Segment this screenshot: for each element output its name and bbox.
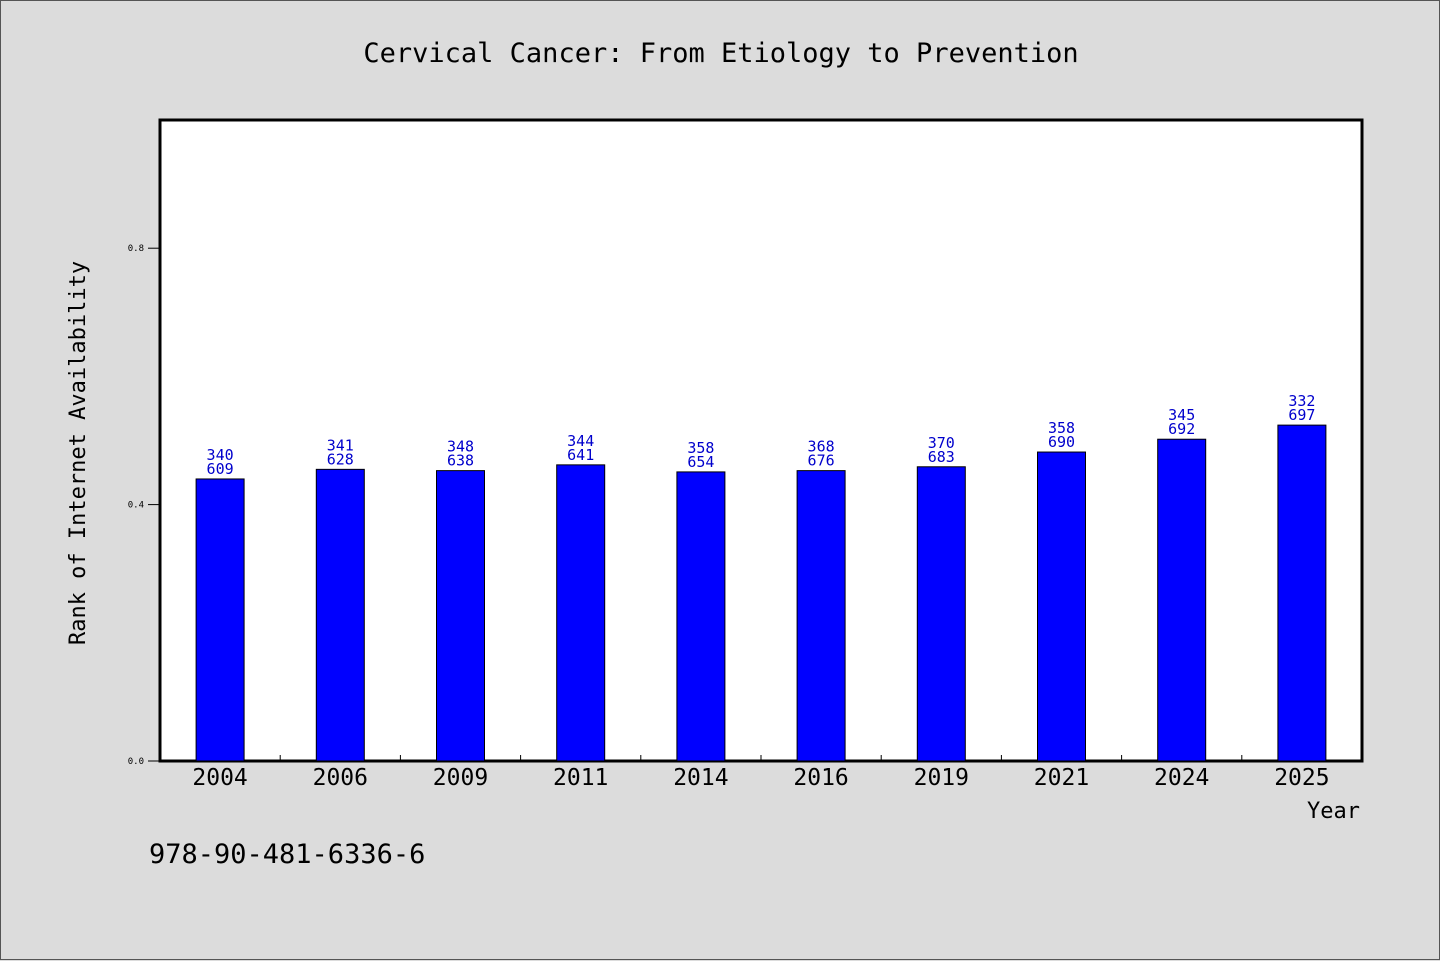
x-tick-label-2011: 2011	[553, 765, 608, 791]
bar-2014	[676, 471, 726, 762]
x-axis-title: Year	[1307, 799, 1360, 824]
bar-label-top-2024: 345	[1168, 406, 1195, 424]
bar-label-bottom-2004: 609	[207, 460, 234, 478]
x-tick-label-2024: 2024	[1154, 765, 1209, 791]
bar-2021	[1037, 451, 1086, 762]
y-axis-title: Rank of Internet Availability	[66, 261, 91, 645]
bar-label-top-2019: 370	[928, 434, 955, 452]
bar-2019	[916, 466, 966, 762]
bar-label-top-2014: 358	[687, 439, 714, 457]
chart-title: Cervical Cancer: From Etiology to Preven…	[363, 38, 1078, 69]
x-tick-label-2016: 2016	[793, 765, 848, 791]
x-tick-label-2004: 2004	[192, 765, 247, 791]
y-tick-label: 0.8	[128, 244, 144, 254]
bar-2004	[195, 478, 245, 762]
isbn-label: 978-90-481-6336-6	[149, 839, 425, 870]
bar-label-top-2025: 332	[1288, 392, 1315, 410]
bar-label-top-2004: 340	[207, 446, 234, 464]
x-tick-label-2025: 2025	[1274, 765, 1329, 791]
bar-label-bottom-2011: 641	[567, 446, 594, 464]
bar-2025	[1277, 424, 1327, 762]
bar-label-bottom-2016: 676	[808, 452, 835, 470]
x-axis: 2004 2006 2009 2011 2014 2016 2019 2021 2024 2025	[192, 755, 1330, 791]
bar-2009	[436, 470, 485, 762]
bar-label-top-2006: 341	[327, 436, 354, 454]
bar-2024	[1157, 438, 1207, 762]
bar-label-bottom-2009: 638	[447, 452, 474, 470]
x-tick-label-2021: 2021	[1034, 765, 1089, 791]
x-tick-label-2006: 2006	[313, 765, 368, 791]
bar-label-bottom-2014: 654	[687, 453, 714, 471]
bar-label-bottom-2024: 692	[1168, 420, 1195, 438]
bar-label-top-2011: 344	[567, 432, 594, 450]
y-tick-label: 0.4	[128, 501, 144, 511]
bar-label-bottom-2019: 683	[928, 448, 955, 466]
bar-label-top-2016: 368	[808, 438, 835, 456]
y-axis: 0.0 0.4 0.8	[128, 244, 160, 767]
x-tick-label-2009: 2009	[433, 765, 488, 791]
bar-label-top-2021: 358	[1048, 419, 1075, 437]
bars-group	[195, 424, 1327, 762]
y-tick-label: 0.0	[128, 757, 144, 767]
bar-2016	[796, 470, 846, 762]
bar-label-bottom-2006: 628	[327, 450, 354, 468]
x-tick-label-2014: 2014	[673, 765, 728, 791]
bar-2011	[556, 464, 606, 762]
bar-label-bottom-2025: 697	[1288, 406, 1315, 424]
bar-2006	[315, 468, 365, 762]
x-tick-label-2019: 2019	[914, 765, 969, 791]
bar-label-top-2009: 348	[447, 438, 474, 456]
bar-label-bottom-2021: 690	[1048, 433, 1075, 451]
